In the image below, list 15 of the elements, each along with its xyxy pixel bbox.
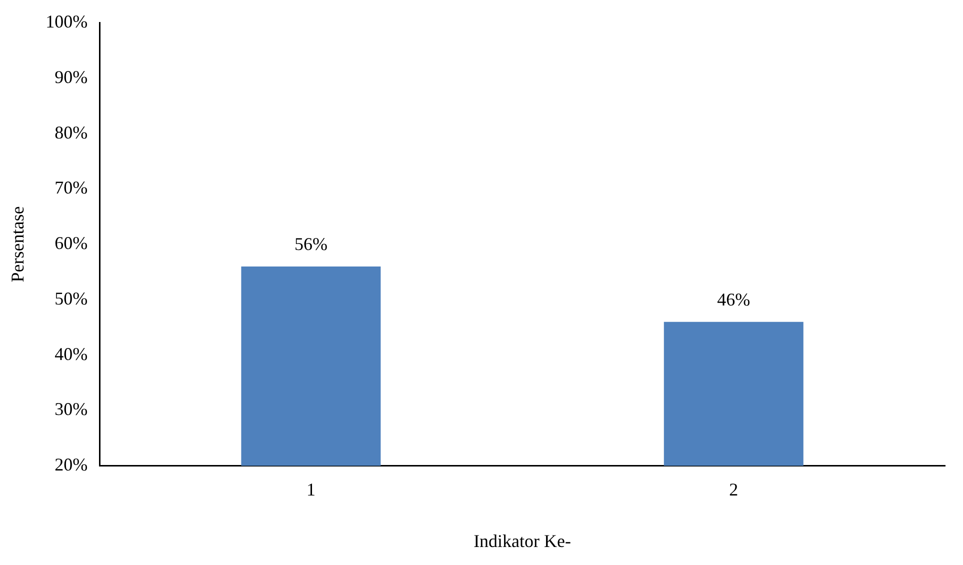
- data-label: 46%: [717, 290, 750, 310]
- x-axis-title: Indikator Ke-: [474, 530, 572, 551]
- y-tick-label: 80%: [54, 122, 88, 142]
- y-tick-label: 50%: [54, 288, 88, 308]
- y-tick-label: 100%: [46, 12, 88, 32]
- y-tick-label: 40%: [54, 344, 88, 364]
- y-tick-label: 30%: [54, 399, 88, 420]
- y-tick-label: 20%: [54, 454, 88, 475]
- y-axis-title: Persentase: [8, 206, 28, 282]
- y-tick-label: 90%: [54, 66, 88, 87]
- x-tick-label: 1: [306, 479, 316, 500]
- x-tick-label: 2: [729, 479, 738, 500]
- y-tick-label: 70%: [54, 178, 88, 198]
- data-label: 56%: [294, 234, 328, 254]
- y-tick-label: 60%: [54, 233, 88, 254]
